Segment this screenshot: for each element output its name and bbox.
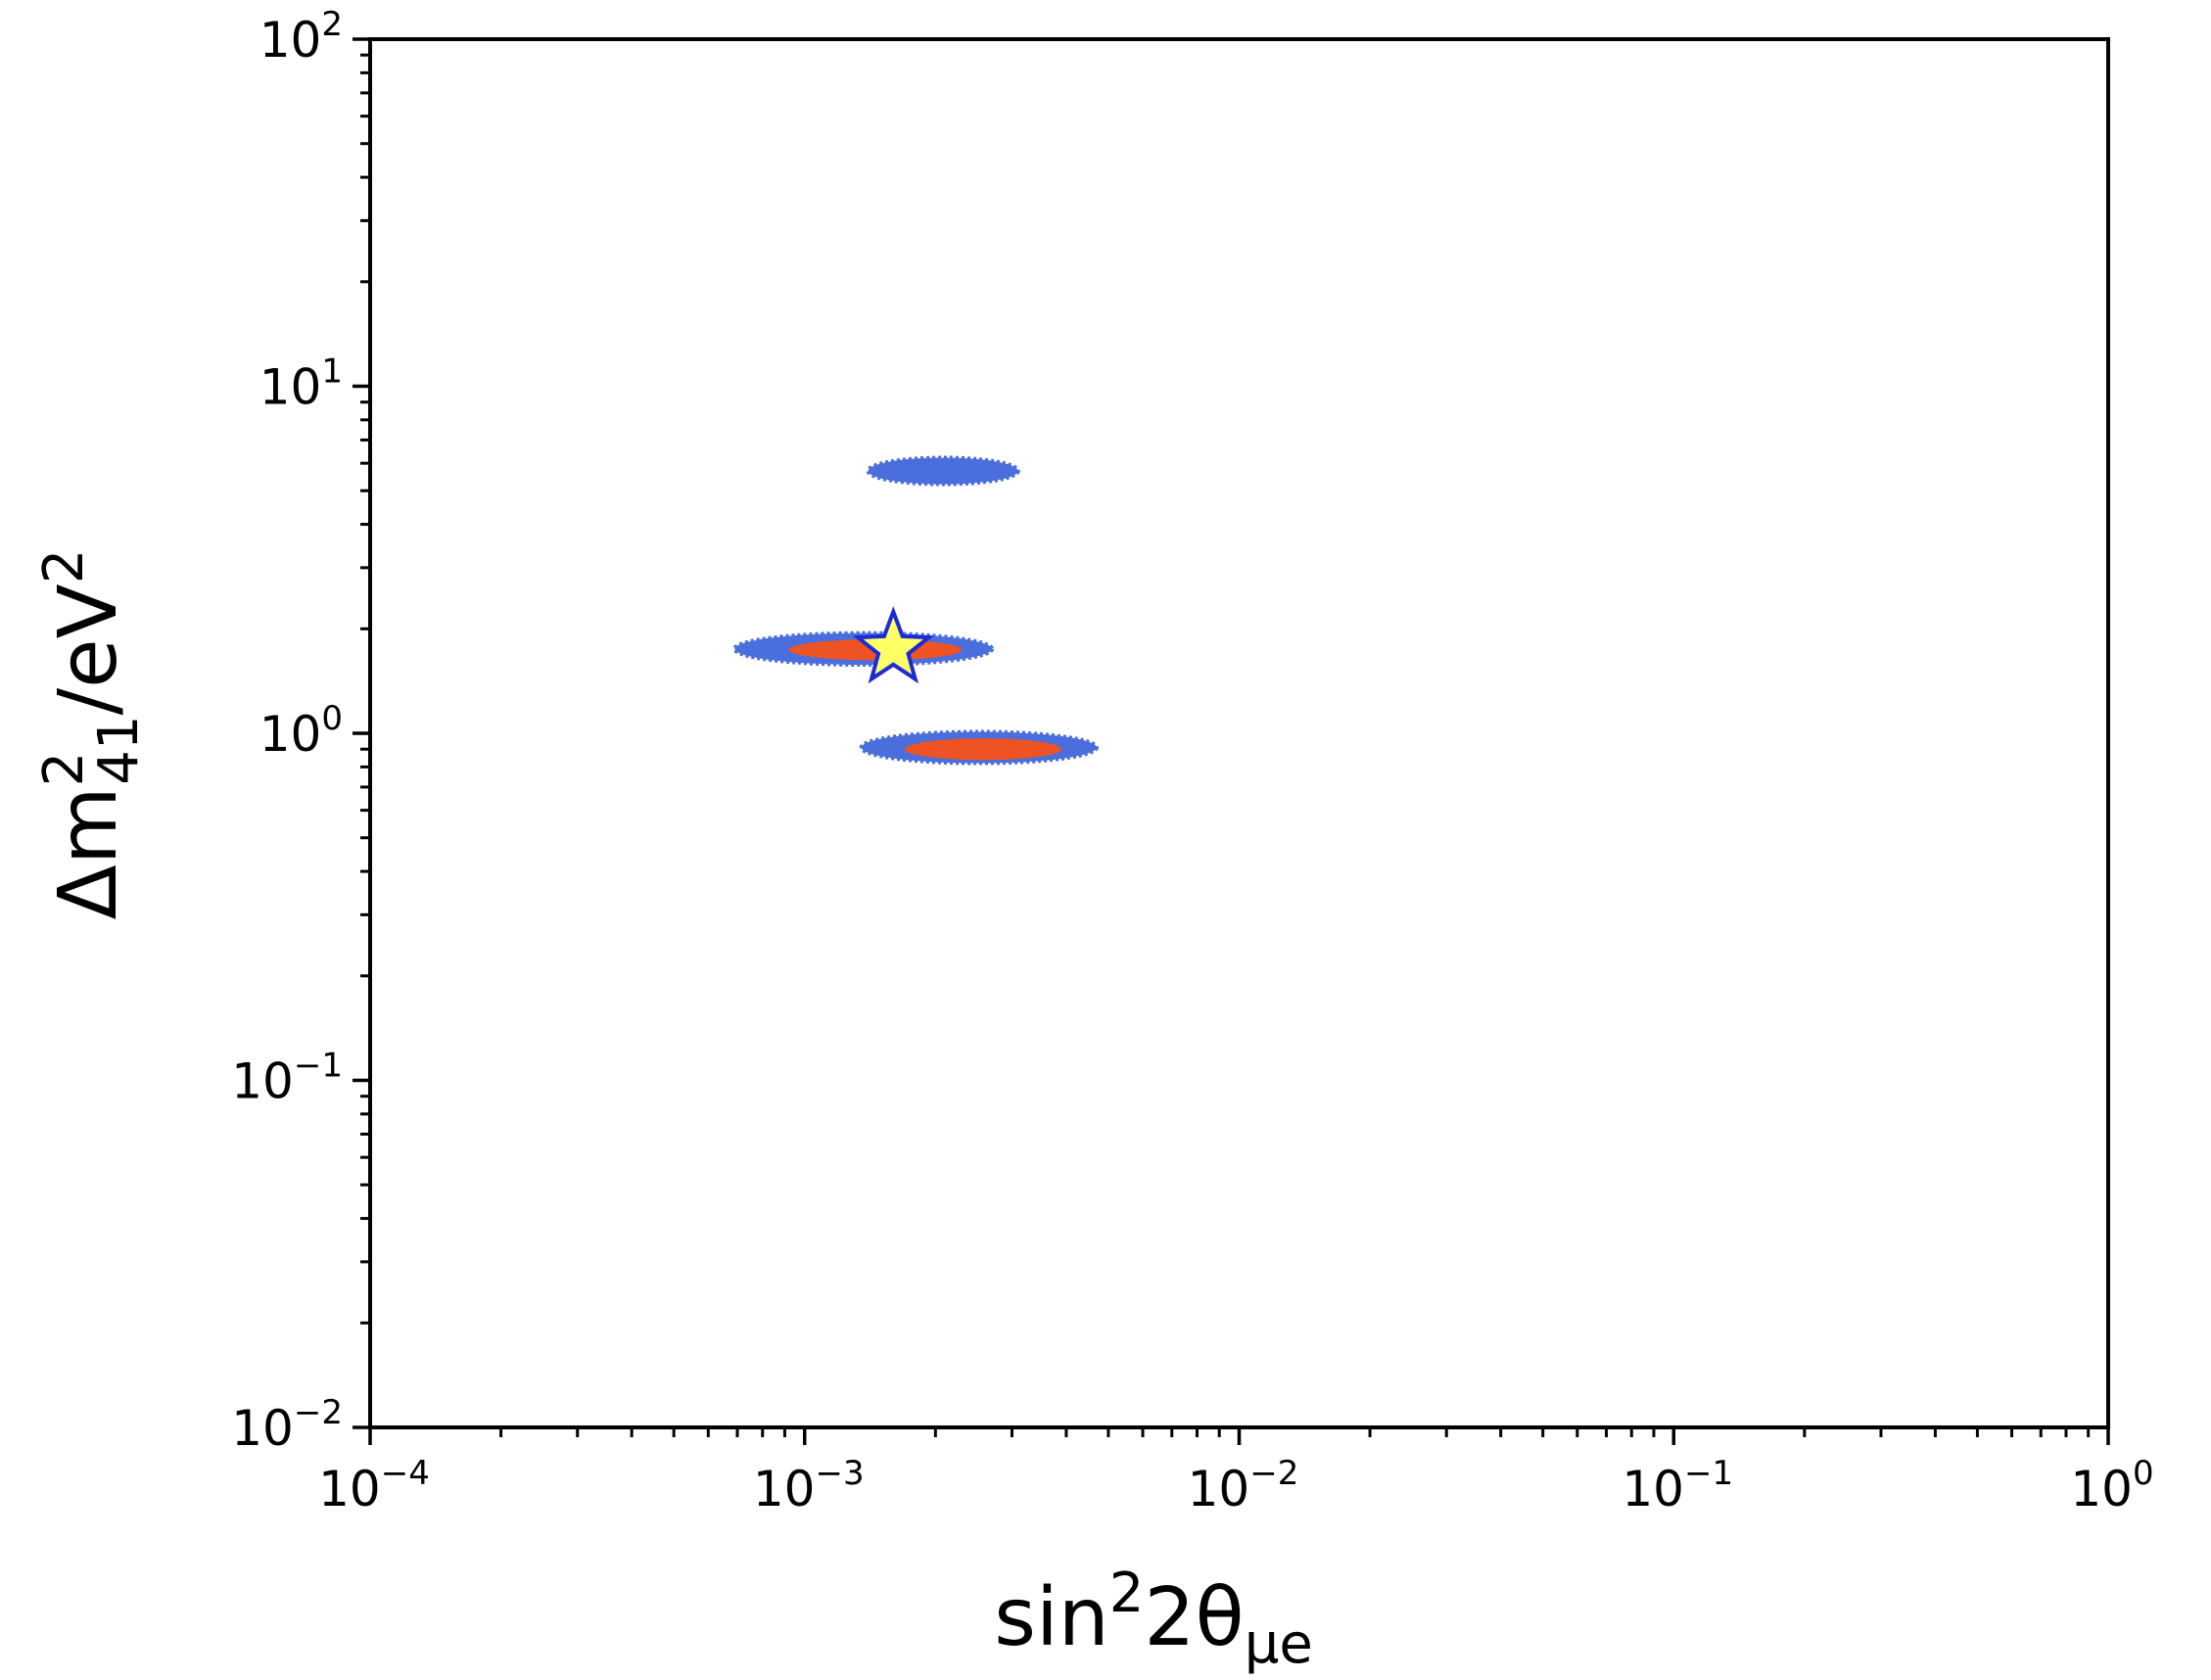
x-tick-label: 10−1 xyxy=(1622,1454,1733,1517)
x-axis: 10−4 10−3 10−2 10−1 100 xyxy=(318,1427,2154,1517)
y-tick-label: 10−2 xyxy=(231,1393,343,1457)
marker-layer xyxy=(852,606,934,684)
y-tick-label: 102 xyxy=(259,5,343,69)
x-tick-label: 10−4 xyxy=(318,1454,430,1517)
x-axis-title: sin22θμe xyxy=(994,1562,1313,1676)
inner-confidence-region xyxy=(905,738,1062,761)
plot-frame xyxy=(368,37,2110,1429)
best-fit-star-marker xyxy=(852,606,934,684)
regions-layer xyxy=(732,455,1099,766)
y-axis: 10−2 10−1 100 101 102 xyxy=(231,5,370,1457)
x-tick-label: 10−3 xyxy=(753,1454,865,1517)
outer-confidence-region xyxy=(866,455,1020,487)
y-tick-label: 10−1 xyxy=(231,1047,343,1110)
y-axis-title: Δm241/eV2 xyxy=(32,549,151,920)
x-tick-label: 10−2 xyxy=(1188,1454,1299,1517)
y-tick-label: 100 xyxy=(259,699,343,763)
y-tick-label: 101 xyxy=(259,352,343,416)
x-tick-label: 100 xyxy=(2070,1454,2153,1517)
